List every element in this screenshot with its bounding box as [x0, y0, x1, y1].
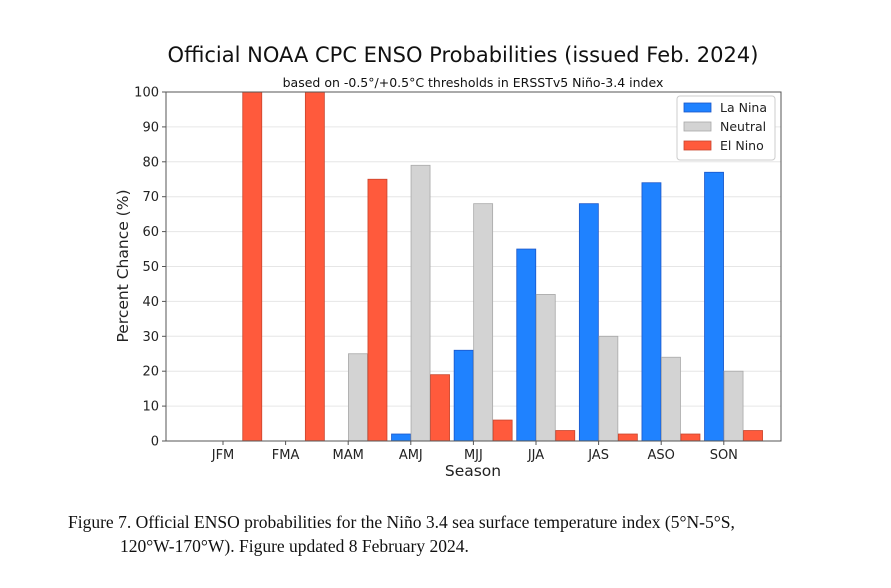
y-tick-label: 20 — [142, 365, 159, 380]
bar-la-nina-mjj — [453, 349, 474, 442]
y-tick-label: 40 — [142, 295, 159, 310]
legend-swatch-la-nina — [683, 102, 712, 113]
bar-el-nino-son — [743, 430, 763, 442]
x-axis: JFM FMA MAM AMJ MJJ JJA JAS ASO SON — [211, 441, 738, 463]
bar-neutral-mjj — [473, 203, 494, 442]
x-tick-label: JJA — [527, 448, 544, 463]
bar-el-nino-mam — [367, 178, 388, 442]
legend-label-la-nina: La Nina — [720, 100, 767, 115]
x-tick-label: MJJ — [464, 448, 483, 463]
bar-neutral-mam — [348, 353, 368, 442]
y-tick-label: 60 — [142, 225, 159, 240]
bar-la-nina-son — [704, 171, 724, 442]
bar-el-nino-mjj — [492, 419, 513, 442]
bar-la-nina-jja — [516, 248, 537, 442]
legend-label-neutral: Neutral — [720, 119, 766, 134]
y-tick-label: 90 — [142, 120, 159, 135]
y-tick-label: 30 — [142, 330, 159, 345]
y-tick-label: 70 — [142, 190, 159, 205]
bar-la-nina-aso — [641, 182, 662, 442]
y-axis-label: Percent Chance (%) — [114, 189, 132, 342]
bar-neutral-jja — [535, 294, 556, 442]
bar-neutral-son — [723, 370, 744, 442]
bar-neutral-amj — [410, 164, 431, 442]
x-axis-label: Season — [445, 462, 501, 480]
bar-neutral-jas — [598, 335, 619, 442]
legend: La Nina Neutral El Nino — [676, 95, 776, 161]
chart-subtitle: based on -0.5°/+0.5°C thresholds in ERSS… — [283, 75, 664, 90]
bar-el-nino-jfm — [242, 91, 263, 442]
y-tick-label: 100 — [134, 86, 159, 101]
bar-el-nino-amj — [430, 374, 450, 442]
x-tick-label: JAS — [587, 448, 609, 463]
x-tick-label: FMA — [272, 448, 300, 463]
x-tick-label: SON — [710, 448, 738, 463]
chart-title: Official NOAA CPC ENSO Probabilities (is… — [168, 43, 759, 67]
y-tick-label: 80 — [142, 155, 159, 170]
y-tick-label: 0 — [151, 435, 159, 450]
y-tick-label: 50 — [142, 260, 159, 275]
bar-el-nino-aso — [680, 433, 701, 442]
bar-la-nina-amj — [391, 433, 411, 442]
bar-el-nino-jas — [617, 433, 638, 442]
bar-neutral-aso — [661, 356, 681, 442]
y-tick-label: 10 — [142, 400, 159, 415]
x-tick-label: MAM — [333, 448, 364, 463]
x-tick-label: ASO — [648, 448, 675, 463]
legend-swatch-neutral — [683, 121, 712, 132]
bar-el-nino-jja — [555, 430, 576, 442]
bar-el-nino-fma — [304, 91, 325, 442]
figure-caption: Figure 7. Official ENSO probabilities fo… — [68, 510, 868, 558]
legend-swatch-el-nino — [683, 140, 712, 151]
x-tick-label: AMJ — [399, 448, 423, 463]
caption-line-2: 120°W-170°W). Figure updated 8 February … — [120, 536, 469, 556]
x-tick-label: JFM — [211, 448, 235, 463]
bar-la-nina-jas — [578, 203, 599, 442]
caption-line-1: Figure 7. Official ENSO probabilities fo… — [68, 512, 735, 532]
y-axis: 0 10 20 30 40 50 60 70 80 90 100 — [134, 86, 166, 450]
legend-label-el-nino: El Nino — [720, 138, 764, 153]
